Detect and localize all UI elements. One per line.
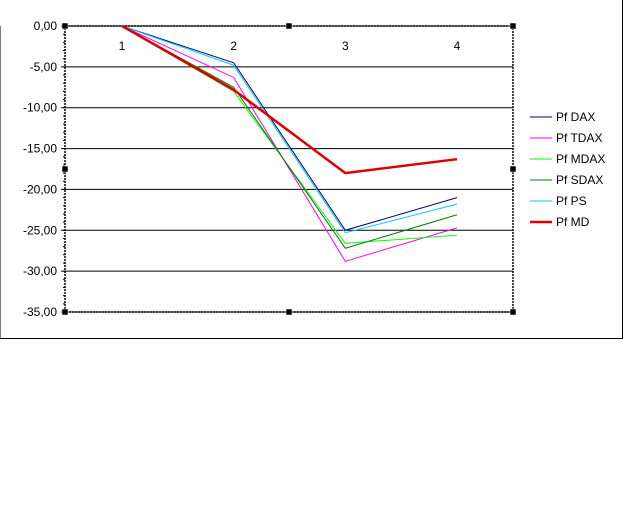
legend-label: Pf MDAX bbox=[556, 152, 605, 166]
selection-handle[interactable] bbox=[61, 22, 69, 30]
selection-handle[interactable] bbox=[61, 308, 69, 316]
legend-label: Pf MD bbox=[556, 215, 590, 229]
y-tick-label: -35,00 bbox=[23, 305, 57, 319]
series-lines bbox=[121, 24, 458, 262]
selection-handle[interactable] bbox=[509, 308, 517, 316]
series-line bbox=[121, 25, 458, 234]
y-tick-label: -10,00 bbox=[23, 101, 57, 115]
x-tick-label: 4 bbox=[454, 39, 461, 53]
x-tick-label: 1 bbox=[119, 39, 126, 53]
selection-handle[interactable] bbox=[509, 22, 517, 30]
series-line bbox=[121, 25, 458, 244]
selection-handles[interactable] bbox=[61, 22, 517, 316]
selection-handle[interactable] bbox=[285, 22, 293, 30]
selection-handle[interactable] bbox=[509, 165, 517, 173]
y-tick-label: -30,00 bbox=[23, 264, 57, 278]
x-tick-label: 2 bbox=[230, 39, 237, 53]
series-line bbox=[121, 25, 458, 262]
chart-area: 0,00 -5,00 -10,00 -15,00 -20,00 -25,00 -30,00 -… bbox=[0, 0, 623, 339]
y-tick-label: 0,00 bbox=[34, 19, 58, 33]
selection-handle[interactable] bbox=[285, 308, 293, 316]
y-tick-label: -5,00 bbox=[30, 60, 58, 74]
legend: Pf DAX Pf TDAX Pf MDAX Pf SDAX Pf PS Pf MD bbox=[530, 110, 605, 229]
x-tick-label: 3 bbox=[342, 39, 349, 53]
legend-label: Pf PS bbox=[556, 194, 587, 208]
legend-label: Pf DAX bbox=[556, 110, 595, 124]
series-line bbox=[121, 25, 458, 249]
legend-label: Pf TDAX bbox=[556, 131, 602, 145]
y-tick-label: -20,00 bbox=[23, 182, 57, 196]
series-line bbox=[121, 25, 458, 231]
line-chart: 0,00 -5,00 -10,00 -15,00 -20,00 -25,00 -30,00 -… bbox=[0, 19, 605, 338]
y-tick-label: -25,00 bbox=[23, 223, 57, 237]
legend-label: Pf SDAX bbox=[556, 173, 603, 187]
series-line bbox=[121, 24, 458, 175]
y-tick-label: -15,00 bbox=[23, 142, 57, 156]
selection-handle[interactable] bbox=[61, 165, 69, 173]
gridlines bbox=[65, 25, 513, 313]
